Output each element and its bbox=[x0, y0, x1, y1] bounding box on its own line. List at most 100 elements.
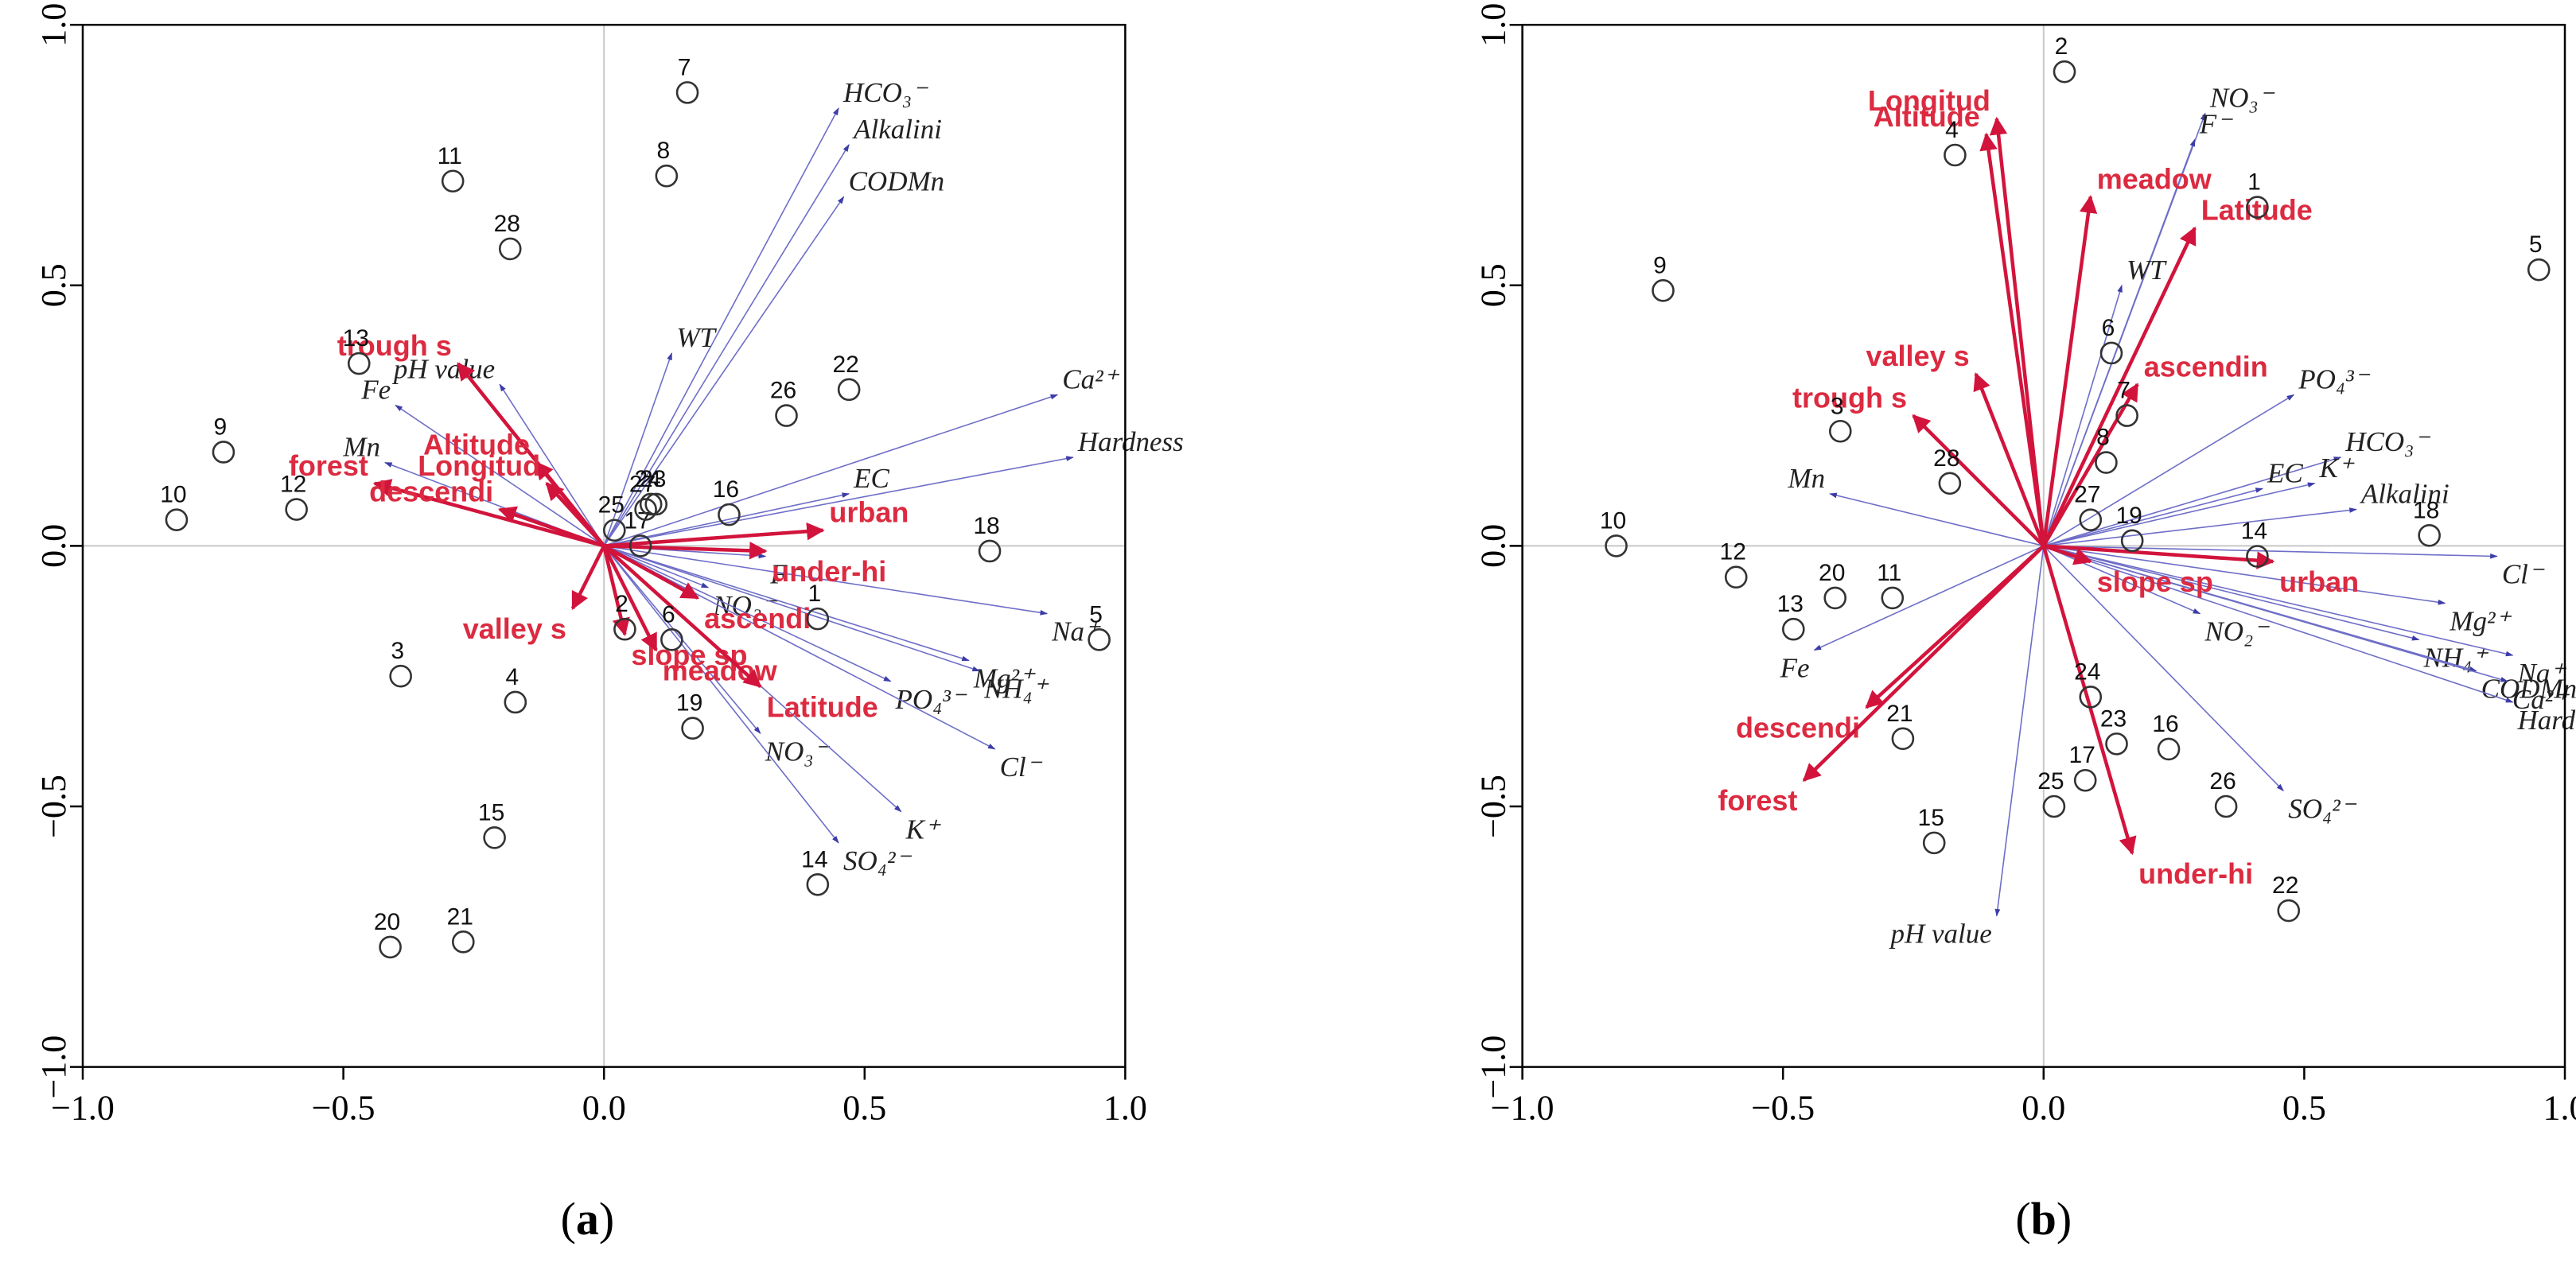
panel-a-site-point-21 bbox=[451, 930, 475, 954]
panel-a-species-label-fe: Fe bbox=[360, 374, 391, 405]
panel-a-y-tick-label-4: 1.0 bbox=[34, 3, 73, 47]
panel-a-site-label-9: 9 bbox=[214, 414, 228, 440]
panel-b-site-label-26: 26 bbox=[2209, 768, 2236, 794]
panel-b-site-label-23: 23 bbox=[2100, 705, 2127, 732]
panel-b-env-vector-valley-s bbox=[1973, 372, 2045, 547]
panel-b-species-vector-alkalini bbox=[2043, 507, 2357, 547]
panel-b-species-label-hardness: Hardness bbox=[2516, 705, 2576, 736]
panel-a-env-vector-meadow bbox=[602, 545, 658, 652]
panel-b-species-vector-cl bbox=[2043, 545, 2498, 559]
panel-a-env-label-trough-s: trough s bbox=[337, 329, 452, 362]
panel-b-species-vector-mn bbox=[1829, 492, 2044, 547]
panel-b-site-label-8: 8 bbox=[2096, 425, 2110, 451]
panel-a-species-label-mn: Mn bbox=[342, 432, 380, 463]
panel-a-site-point-1 bbox=[806, 607, 830, 631]
panel-a-site-label-5: 5 bbox=[1089, 601, 1103, 627]
panel-a-site-point-4 bbox=[504, 690, 527, 714]
panel-a-site-label-22: 22 bbox=[832, 352, 858, 378]
panel-b-species-label-mg: Mg²⁺ bbox=[2449, 605, 2512, 636]
panel-a-site-point-23 bbox=[644, 492, 668, 516]
panel-a-site-point-24 bbox=[639, 492, 663, 516]
panel-a-site-label-15: 15 bbox=[478, 799, 504, 826]
panel-a-site-point-16 bbox=[718, 503, 741, 526]
panel-b-site-label-2: 2 bbox=[2055, 33, 2068, 60]
panel-a-species-vector-hco bbox=[603, 107, 839, 546]
panel-b-x-tick-label-4: 1.0 bbox=[2543, 1089, 2576, 1128]
panel-a-site-point-20 bbox=[379, 935, 402, 959]
panel-b-site-point-7 bbox=[2115, 404, 2138, 427]
panel-b-x-tick-label-2: 0.0 bbox=[2021, 1089, 2065, 1128]
panel-a-site-label-18: 18 bbox=[973, 513, 999, 539]
panel-b-site-label-11: 11 bbox=[1877, 560, 1901, 586]
panel-b-env-label-urban: urban bbox=[2279, 565, 2359, 598]
panel-a-site-point-13 bbox=[347, 352, 371, 375]
panel-b-site-point-8 bbox=[2095, 451, 2118, 474]
panel-a-env-vector-latitude bbox=[602, 544, 762, 688]
panel-a-site-point-28 bbox=[498, 237, 522, 261]
panel-a-site-label-4: 4 bbox=[505, 664, 519, 690]
panel-b-species-vector-ca bbox=[2043, 545, 2508, 682]
panel-a-site-point-7 bbox=[675, 81, 699, 104]
panel-a-env-label-latitude: Latitude bbox=[767, 690, 878, 723]
panel-a-env-vector-longitud bbox=[545, 482, 605, 547]
panel-b-species-vector-po bbox=[2043, 394, 2295, 547]
panel-a-site-label-14: 14 bbox=[801, 846, 827, 872]
panel-a-site-label-10: 10 bbox=[160, 482, 186, 508]
panel-a-env-label-urban: urban bbox=[829, 496, 909, 529]
panel-a-species-vector-codmn bbox=[603, 196, 845, 546]
panel-a-species-label-alkalini: Alkalini bbox=[852, 114, 942, 145]
panel-b-env-label-longitud: Longitud bbox=[1868, 84, 1990, 117]
panel-a-species-vector-ca bbox=[603, 394, 1059, 547]
panel-a-site-label-17: 17 bbox=[624, 507, 650, 534]
panel-b-y-tick-label-0: −1.0 bbox=[1474, 1035, 1513, 1099]
panel-a-species-label-wt: WT bbox=[676, 322, 717, 353]
panel-b-species-label-ca: Ca²⁺ bbox=[2512, 684, 2570, 715]
panel-b-species-vector-ph-value bbox=[1994, 546, 2045, 917]
panel-b-y-tick-label-4: 1.0 bbox=[1474, 3, 1513, 47]
panel-a-y-tick-label-0: −1.0 bbox=[34, 1035, 73, 1099]
panel-a-site-label-11: 11 bbox=[438, 143, 462, 169]
panel-b-site-label-28: 28 bbox=[1933, 445, 1959, 472]
panel-a-site-point-19 bbox=[681, 717, 704, 740]
panel-b-env-label-latitude: Latitude bbox=[2201, 194, 2313, 227]
panel-a-x-tick-label-1: −0.5 bbox=[312, 1089, 376, 1128]
panel-b-env-vector-latitude bbox=[2041, 226, 2197, 547]
panel-b-site-point-23 bbox=[2105, 732, 2128, 756]
panel-a-species-vector-nh bbox=[603, 545, 980, 672]
panel-a-env-vector-forest bbox=[372, 479, 605, 548]
panel-a-species-label-hco: HCO₃⁻ bbox=[842, 77, 928, 108]
panel-b-site-label-13: 13 bbox=[1777, 591, 1804, 617]
panel-a-x-tick-label-3: 0.5 bbox=[842, 1089, 886, 1128]
panel-a-env-label-altitude: Altitude bbox=[423, 429, 530, 461]
panel-b-site-point-3 bbox=[1828, 419, 1852, 443]
panel-b-species-label-hco: HCO₃⁻ bbox=[2344, 426, 2430, 457]
panel-b-site-label-21: 21 bbox=[1886, 701, 1913, 727]
panel-a-site-point-27 bbox=[634, 498, 657, 521]
panel-b-site-label-20: 20 bbox=[1819, 560, 1845, 586]
panel-b-species-vector-f bbox=[2043, 138, 2196, 546]
panel-b-species-label-po: PO₄³⁻ bbox=[2298, 363, 2370, 394]
panel-b-species-vector-no bbox=[2043, 545, 2201, 615]
panel-b-site-label-25: 25 bbox=[2037, 768, 2064, 794]
panel-b-species-vector-so bbox=[2043, 545, 2284, 792]
panel-a-site-label-16: 16 bbox=[713, 476, 739, 503]
panel-a-env-label-forest: forest bbox=[289, 449, 368, 482]
panel-b-site-point-15 bbox=[1922, 831, 1946, 855]
panel-b-biplot: NO₃⁻F⁻ WT PO₄³⁻ HCO₃⁻ EC K⁺Alkalini Mn Fe Cl⁻ Mg²… bbox=[1474, 3, 2576, 1245]
panel-b-site-point-28 bbox=[1938, 472, 1962, 495]
panel-a-species-label-ca: Ca²⁺ bbox=[1062, 363, 1119, 394]
panel-a-species-label-ph-value: pH value bbox=[391, 353, 495, 384]
panel-a-x-tick-label-0: −1.0 bbox=[51, 1089, 115, 1128]
panel-a-species-label-no: NO₂⁻ bbox=[712, 590, 778, 621]
panel-a-species-label-ec: EC bbox=[853, 463, 889, 494]
panel-b-site-point-11 bbox=[1881, 586, 1905, 610]
panel-a-site-label-27: 27 bbox=[629, 472, 656, 498]
panel-a-species-label-hardness: Hardness bbox=[1077, 426, 1184, 457]
panel-a-x-tick-label-2: 0.0 bbox=[582, 1089, 626, 1128]
panel-a-species-label-po: PO₄³⁻ bbox=[895, 684, 967, 715]
panel-b-y-tick-label-1: −0.5 bbox=[1474, 775, 1513, 838]
panel-b-species-label-ph-value: pH value bbox=[1889, 919, 1992, 950]
panel-b-species-vector-hco bbox=[2043, 456, 2342, 547]
panel-a-species-vector-na bbox=[604, 545, 1049, 616]
